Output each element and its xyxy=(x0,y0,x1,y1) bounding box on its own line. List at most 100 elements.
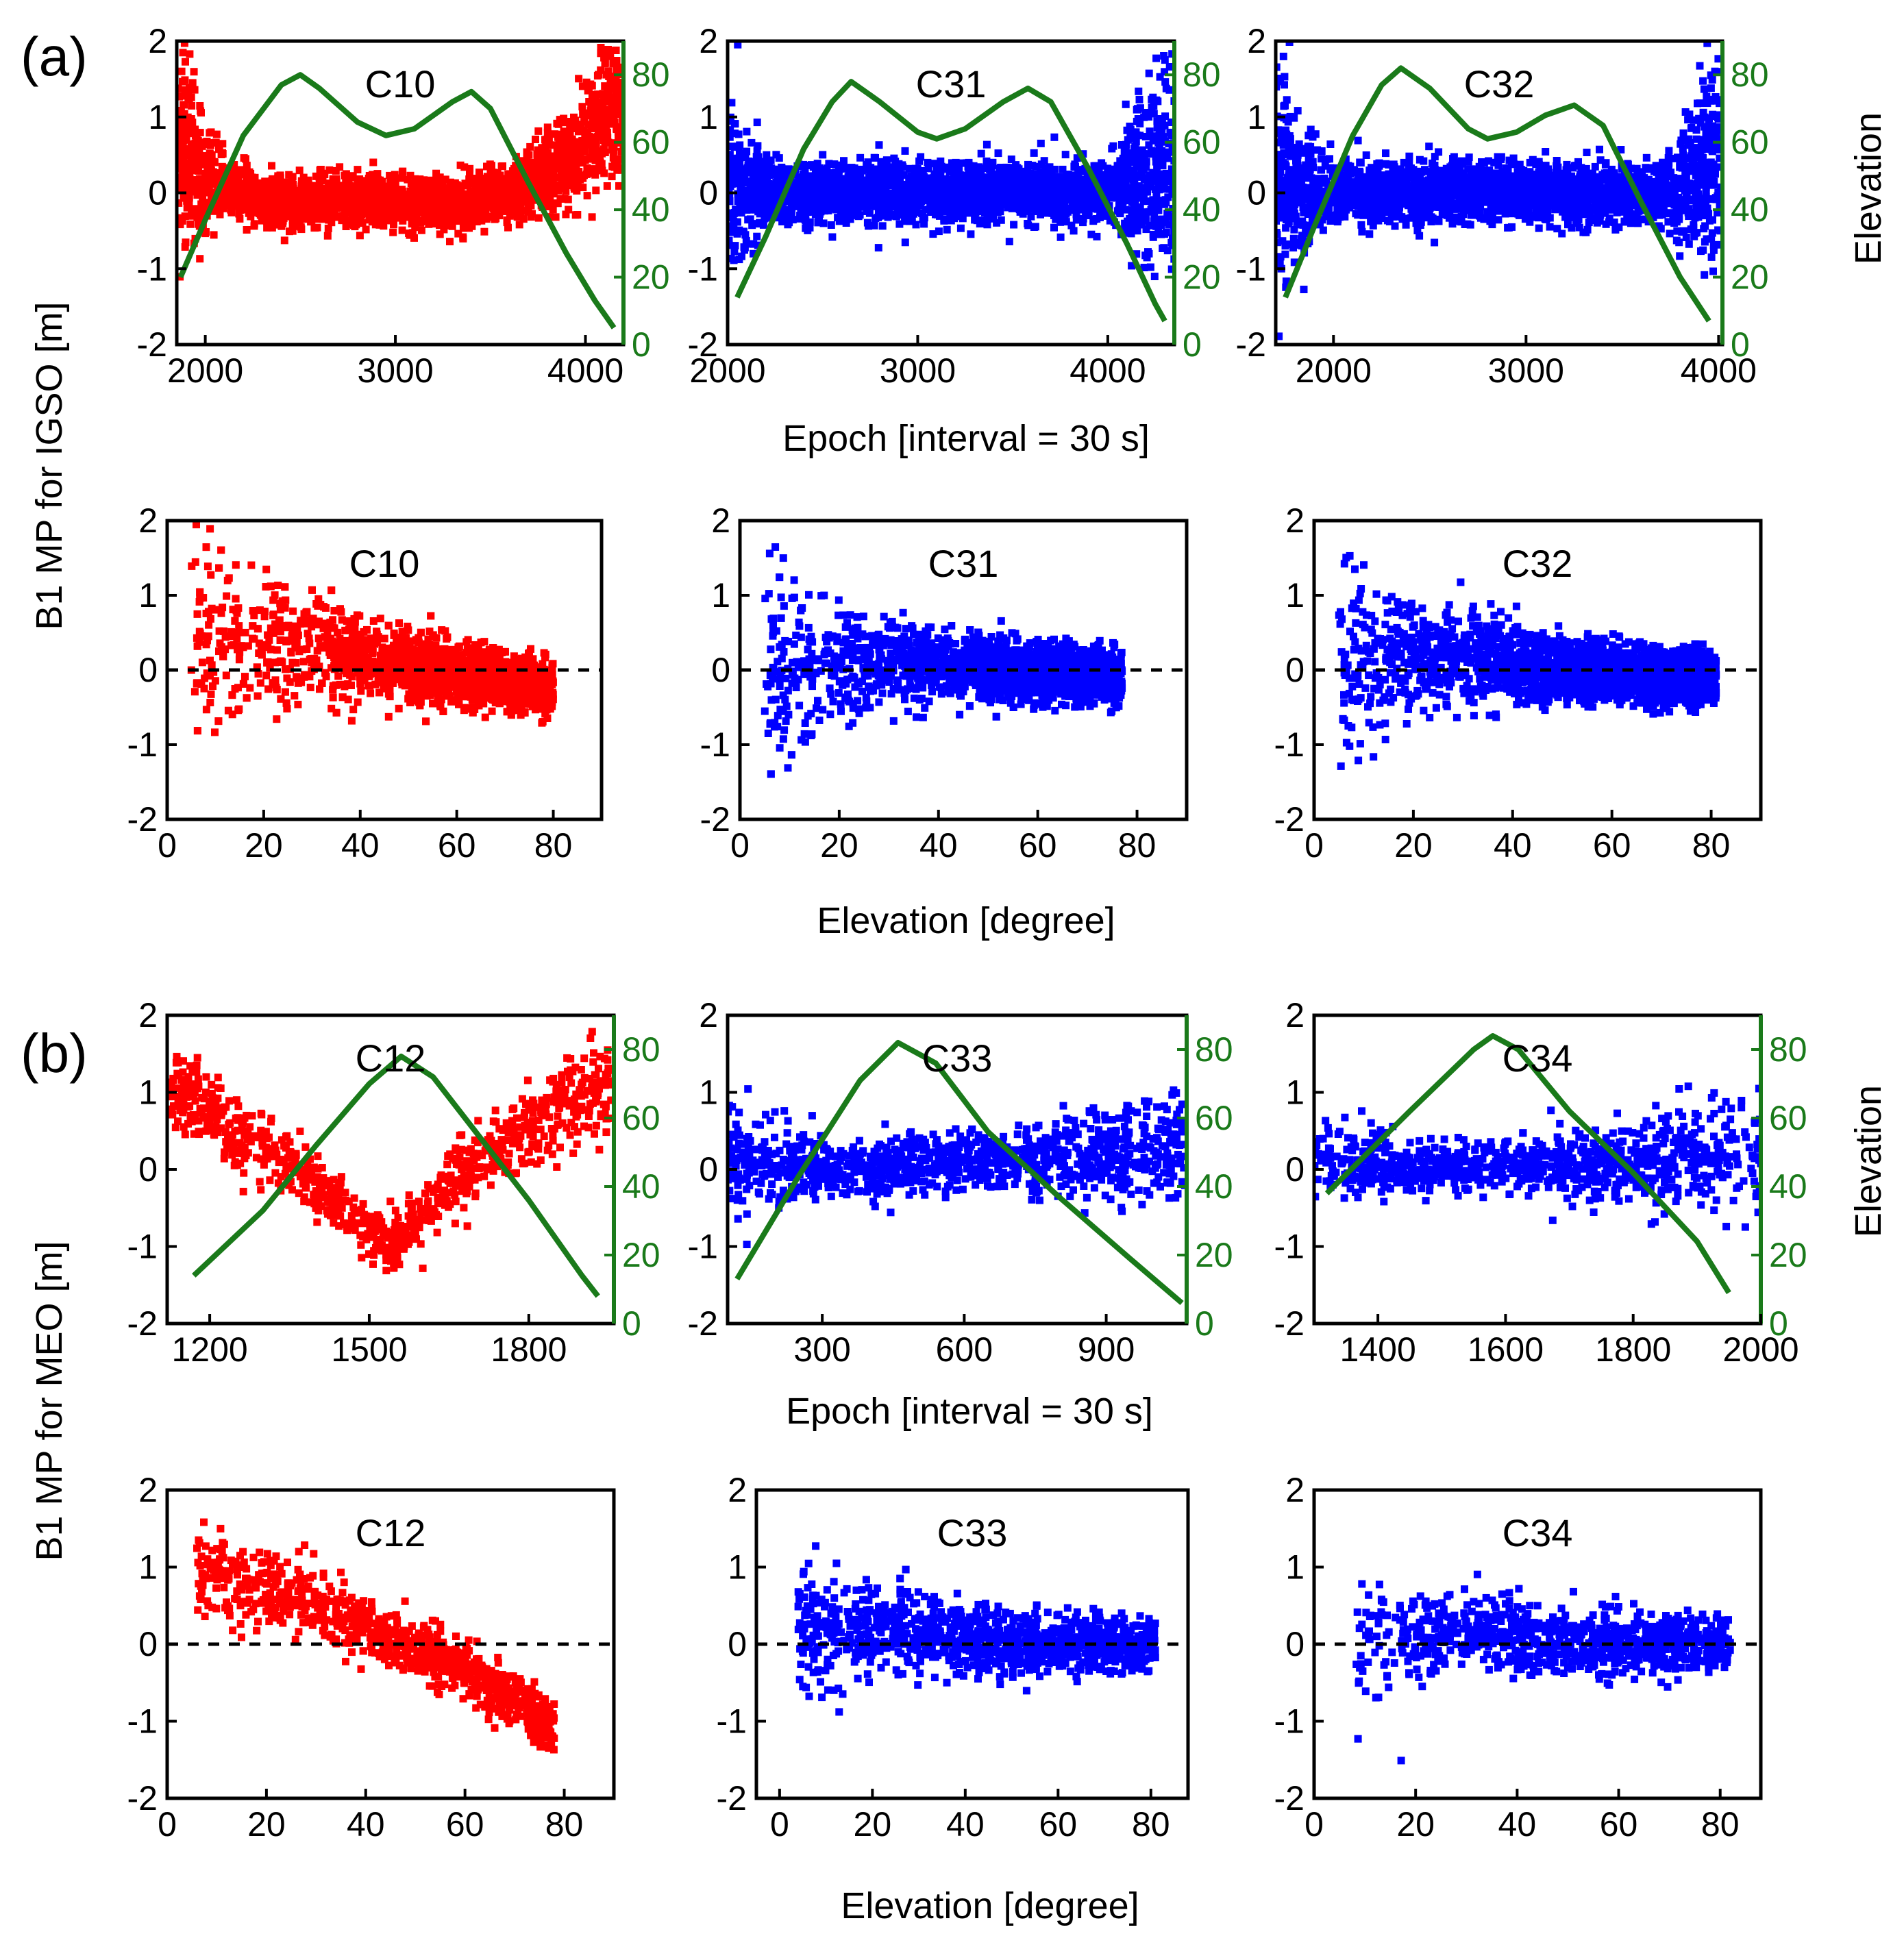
scatter-point xyxy=(1146,221,1154,229)
scatter-point xyxy=(610,156,619,164)
scatter-point xyxy=(269,175,276,183)
scatter-point xyxy=(182,129,189,137)
scatter-point xyxy=(302,203,310,212)
scatter-point xyxy=(293,195,301,203)
scatter-point xyxy=(1160,52,1168,60)
y-tick-label: -2 xyxy=(137,325,167,364)
scatter-point xyxy=(377,199,385,207)
scatter-point xyxy=(270,195,278,203)
y-tick-label: -1 xyxy=(137,249,167,288)
scatter-point xyxy=(469,212,478,220)
scatter-point xyxy=(188,101,196,110)
scatter-point xyxy=(538,177,546,185)
scatter-point xyxy=(819,219,828,227)
scatter-point xyxy=(268,221,276,229)
scatter-point xyxy=(1031,223,1039,231)
scatter-point xyxy=(243,162,251,170)
scatter-point xyxy=(251,198,260,206)
scatter-point xyxy=(1120,193,1128,201)
scatter-point xyxy=(580,115,589,123)
scatter-point xyxy=(1081,164,1089,173)
scatter-point xyxy=(393,194,401,202)
scatter-point xyxy=(930,170,939,178)
scatter-point xyxy=(556,140,564,148)
scatter-point xyxy=(433,175,441,184)
scatter-point xyxy=(728,182,734,190)
scatter-point xyxy=(186,220,195,228)
scatter-point xyxy=(433,184,441,192)
scatter-point xyxy=(764,194,772,202)
scatter-point xyxy=(411,175,419,183)
scatter-point xyxy=(181,186,189,195)
scatter-point xyxy=(365,206,373,214)
scatter-point xyxy=(1112,179,1120,188)
scatter-point xyxy=(358,179,366,187)
scatter-point xyxy=(441,175,449,184)
scatter-point xyxy=(533,161,541,169)
scatter-point xyxy=(604,84,613,92)
scatter-point xyxy=(586,112,593,120)
scatter-point xyxy=(736,160,744,169)
scatter-point xyxy=(734,130,743,138)
scatter-point xyxy=(734,190,742,198)
scatter-point xyxy=(315,195,323,203)
scatter-point xyxy=(226,198,234,206)
scatter-point xyxy=(734,143,743,151)
scatter-point xyxy=(603,182,611,190)
scatter-point xyxy=(263,223,271,232)
scatter-point xyxy=(1073,206,1081,214)
scatter-point xyxy=(1041,167,1050,175)
scatter-point xyxy=(530,178,539,186)
scatter-point xyxy=(828,190,837,199)
scatter-point xyxy=(364,190,373,198)
scatter-point xyxy=(514,171,522,179)
scatter-point xyxy=(936,212,943,220)
scatter-point xyxy=(177,116,184,124)
scatter-point xyxy=(937,181,945,189)
scatter-point xyxy=(193,145,201,153)
scatter-point xyxy=(1141,208,1149,216)
scatter-point xyxy=(212,130,221,138)
scatter-points xyxy=(177,41,623,281)
scatter-point xyxy=(870,199,878,207)
scatter-point xyxy=(348,197,356,205)
scatter-point xyxy=(554,157,562,165)
scatter-point xyxy=(814,219,822,227)
scatter-point xyxy=(610,119,619,127)
scatter-point xyxy=(191,132,199,140)
scatter-point xyxy=(181,76,189,84)
scatter-point xyxy=(467,189,474,197)
scatter-point xyxy=(1000,178,1008,186)
scatter-point xyxy=(360,196,368,204)
scatter-point xyxy=(1153,162,1161,171)
scatter-point xyxy=(177,128,186,136)
scatter-point xyxy=(482,215,491,223)
scatter-point xyxy=(384,205,392,213)
scatter-point xyxy=(187,140,195,148)
scatter-point xyxy=(519,215,528,223)
scatter-point xyxy=(591,105,599,113)
scatter-point xyxy=(181,86,189,94)
scatter-point xyxy=(988,186,996,194)
scatter-point xyxy=(966,170,974,177)
scatter-point xyxy=(185,95,193,103)
scatter-point xyxy=(436,230,444,238)
scatter-point xyxy=(251,204,259,212)
scatter-point xyxy=(1140,264,1148,271)
scatter-point xyxy=(292,199,300,207)
scatter-point xyxy=(1170,180,1174,188)
scatter-point xyxy=(314,200,323,208)
scatter-point xyxy=(465,224,473,232)
scatter-point xyxy=(440,225,448,234)
scatter-point xyxy=(288,173,297,181)
scatter-point xyxy=(613,79,621,87)
scatter-point xyxy=(597,44,605,51)
scatter-point xyxy=(746,184,754,192)
scatter-point xyxy=(1134,115,1142,123)
scatter-point xyxy=(577,127,585,136)
scatter-point xyxy=(260,216,269,224)
scatter-point xyxy=(306,197,314,206)
scatter-point xyxy=(410,188,419,196)
scatter-point xyxy=(584,121,593,129)
